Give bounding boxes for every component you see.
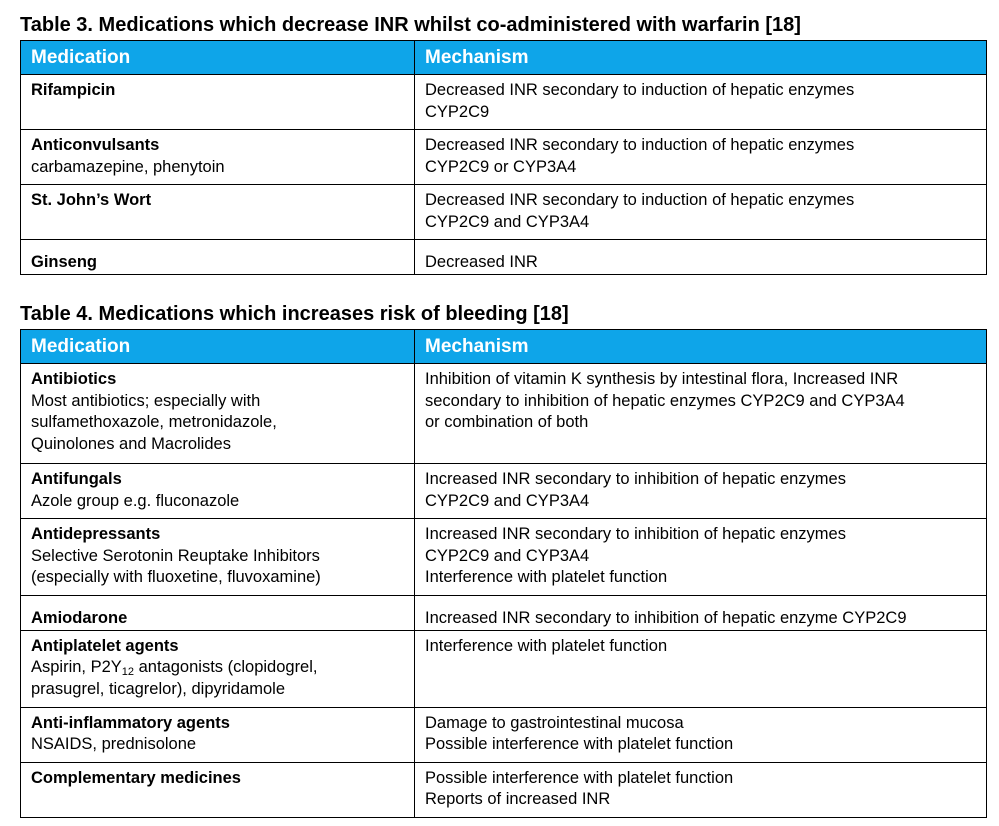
medication-name: Anticonvulsants [31, 136, 160, 154]
table-row: St. John’s Wort Decreased INR secondary … [20, 184, 987, 240]
medication-cell: Anti-inflammatory agents NSAIDS, prednis… [20, 706, 415, 763]
table4-caption: Table 4. Medications which increases ris… [20, 303, 569, 325]
mechanism-cell: Inhibition of vitamin K synthesis by int… [414, 363, 987, 464]
table3: Medication Mechanism Rifampicin Decrease… [20, 40, 987, 275]
medication-detail: Selective Serotonin Reuptake Inhibitors … [31, 546, 321, 587]
mechanism-text: Increased INR secondary to inhibition of… [425, 525, 846, 586]
mechanism-text: Possible interference with platelet func… [425, 768, 734, 809]
table-row: Amiodarone Increased INR secondary to in… [20, 595, 987, 631]
mechanism-cell: Interference with platelet function [414, 629, 987, 708]
medication-cell: Antifungals Azole group e.g. fluconazole [20, 463, 415, 519]
medication-detail: carbamazepine, phenytoin [31, 157, 225, 176]
medication-name: Anti-inflammatory agents [31, 713, 230, 732]
header-mechanism: Mechanism [414, 40, 987, 75]
mechanism-text: Damage to gastrointestinal mucosa Possib… [425, 713, 734, 754]
medication-name: Amiodarone [31, 609, 128, 627]
table-row: Ginseng Decreased INR [20, 239, 987, 275]
header-medication: Medication [20, 40, 415, 75]
table-row: Rifampicin Decreased INR secondary to in… [20, 74, 987, 130]
table-header-row: Medication Mechanism [20, 40, 987, 75]
table-row: Complementary medicines Possible interfe… [20, 761, 987, 818]
medication-name: Antibiotics [31, 370, 117, 388]
mechanism-text: Decreased INR secondary to induction of … [425, 191, 855, 231]
mechanism-cell: Possible interference with platelet func… [414, 761, 987, 818]
header-mechanism: Mechanism [414, 329, 987, 364]
mechanism-text: Decreased INR secondary to induction of … [425, 136, 855, 176]
mechanism-cell: Increased INR secondary to inhibition of… [414, 463, 987, 519]
mechanism-text: Inhibition of vitamin K synthesis by int… [425, 370, 905, 431]
mechanism-cell: Decreased INR secondary to induction of … [414, 129, 987, 185]
mechanism-text: Increased INR secondary to inhibition of… [425, 609, 907, 627]
mechanism-cell: Decreased INR [414, 239, 987, 275]
mechanism-text: Decreased INR [425, 253, 538, 271]
header-medication: Medication [20, 329, 415, 364]
medication-name: Complementary medicines [31, 768, 241, 787]
detail-subscript: 12 [121, 666, 135, 678]
mechanism-text: Decreased INR secondary to induction of … [425, 81, 855, 121]
mechanism-cell: Damage to gastrointestinal mucosa Possib… [414, 706, 987, 763]
medication-cell: Anticonvulsants carbamazepine, phenytoin [20, 129, 415, 185]
table-row: Antibiotics Most antibiotics; especially… [20, 363, 987, 464]
medication-detail: Most antibiotics; especially with sulfam… [31, 391, 277, 453]
mechanism-cell: Increased INR secondary to inhibition of… [414, 595, 987, 631]
table-row: Antiplatelet agents Aspirin, P2Y12 antag… [20, 629, 987, 708]
mechanism-cell: Increased INR secondary to inhibition of… [414, 518, 987, 596]
table-row: Antifungals Azole group e.g. fluconazole… [20, 463, 987, 519]
medication-cell: St. John’s Wort [20, 184, 415, 240]
detail-post: antagonists (clopidogrel, prasugrel, tic… [31, 658, 318, 698]
medication-cell: Ginseng [20, 239, 415, 275]
medication-cell: Antidepressants Selective Serotonin Reup… [20, 518, 415, 596]
medication-cell: Antibiotics Most antibiotics; especially… [20, 363, 415, 464]
medication-name: Antidepressants [31, 525, 161, 543]
medication-cell: Amiodarone [20, 595, 415, 631]
table-row: Antidepressants Selective Serotonin Reup… [20, 518, 987, 596]
medication-name: Rifampicin [31, 81, 116, 99]
medication-detail: Aspirin, P2Y12 antagonists (clopidogrel,… [31, 657, 404, 700]
medication-cell: Antiplatelet agents Aspirin, P2Y12 antag… [20, 629, 415, 708]
table3-caption: Table 3. Medications which decrease INR … [20, 14, 801, 36]
medication-cell: Rifampicin [20, 74, 415, 130]
medication-name: Ginseng [31, 253, 98, 271]
table-header-row: Medication Mechanism [20, 329, 987, 364]
medication-detail: NSAIDS, prednisolone [31, 735, 197, 753]
detail-pre: Aspirin, P2Y [31, 658, 122, 676]
mechanism-cell: Decreased INR secondary to induction of … [414, 184, 987, 240]
medication-name: Antifungals [31, 470, 122, 488]
mechanism-text: Increased INR secondary to inhibition of… [425, 470, 846, 510]
medication-name: St. John’s Wort [31, 191, 152, 209]
table-row: Anti-inflammatory agents NSAIDS, prednis… [20, 706, 987, 763]
medication-cell: Complementary medicines [20, 761, 415, 818]
mechanism-cell: Decreased INR secondary to induction of … [414, 74, 987, 130]
medication-detail: Azole group e.g. fluconazole [31, 491, 240, 510]
medication-name: Antiplatelet agents [31, 636, 179, 655]
mechanism-text: Interference with platelet function [425, 636, 668, 655]
table4: Medication Mechanism Antibiotics Most an… [20, 329, 987, 818]
table-row: Anticonvulsants carbamazepine, phenytoin… [20, 129, 987, 185]
